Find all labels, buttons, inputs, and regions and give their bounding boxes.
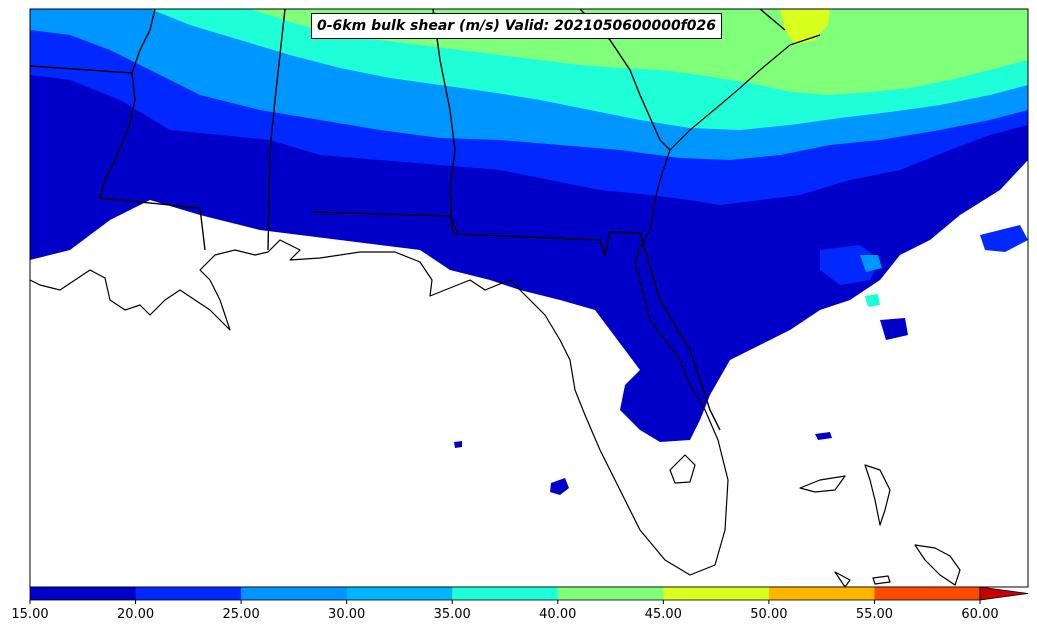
colorbar-segment <box>558 587 664 600</box>
map-title: 0-6km bulk shear (m/s) Valid: 2021050600… <box>311 13 722 39</box>
colorbar-segment <box>241 587 347 600</box>
shear-field <box>30 9 1028 587</box>
colorbar-tick-label: 30.00 <box>328 607 365 622</box>
colorbar-tick-label: 45.00 <box>645 607 682 622</box>
colorbar-segment <box>136 587 242 600</box>
colorbar-segment <box>452 587 558 600</box>
colorbar-tick-label: 55.00 <box>856 607 893 622</box>
cell-gulf-2 <box>454 441 462 448</box>
colorbar <box>30 587 1028 604</box>
colorbar-segment <box>874 587 980 600</box>
colorbar-tick-label: 35.00 <box>434 607 471 622</box>
colorbar-segment <box>347 587 453 600</box>
colorbar-tick-label: 60.00 <box>961 607 998 622</box>
colorbar-tick-label: 15.00 <box>11 607 48 622</box>
colorbar-segment <box>30 587 136 600</box>
colorbar-tick-label: 25.00 <box>223 607 260 622</box>
colorbar-tick-label: 50.00 <box>750 607 787 622</box>
colorbar-tick-label: 40.00 <box>539 607 576 622</box>
colorbar-segment <box>663 587 769 600</box>
colorbar-tick-label: 20.00 <box>117 607 154 622</box>
colorbar-segment <box>769 587 875 600</box>
colorbar-extend-arrow <box>980 587 1028 600</box>
